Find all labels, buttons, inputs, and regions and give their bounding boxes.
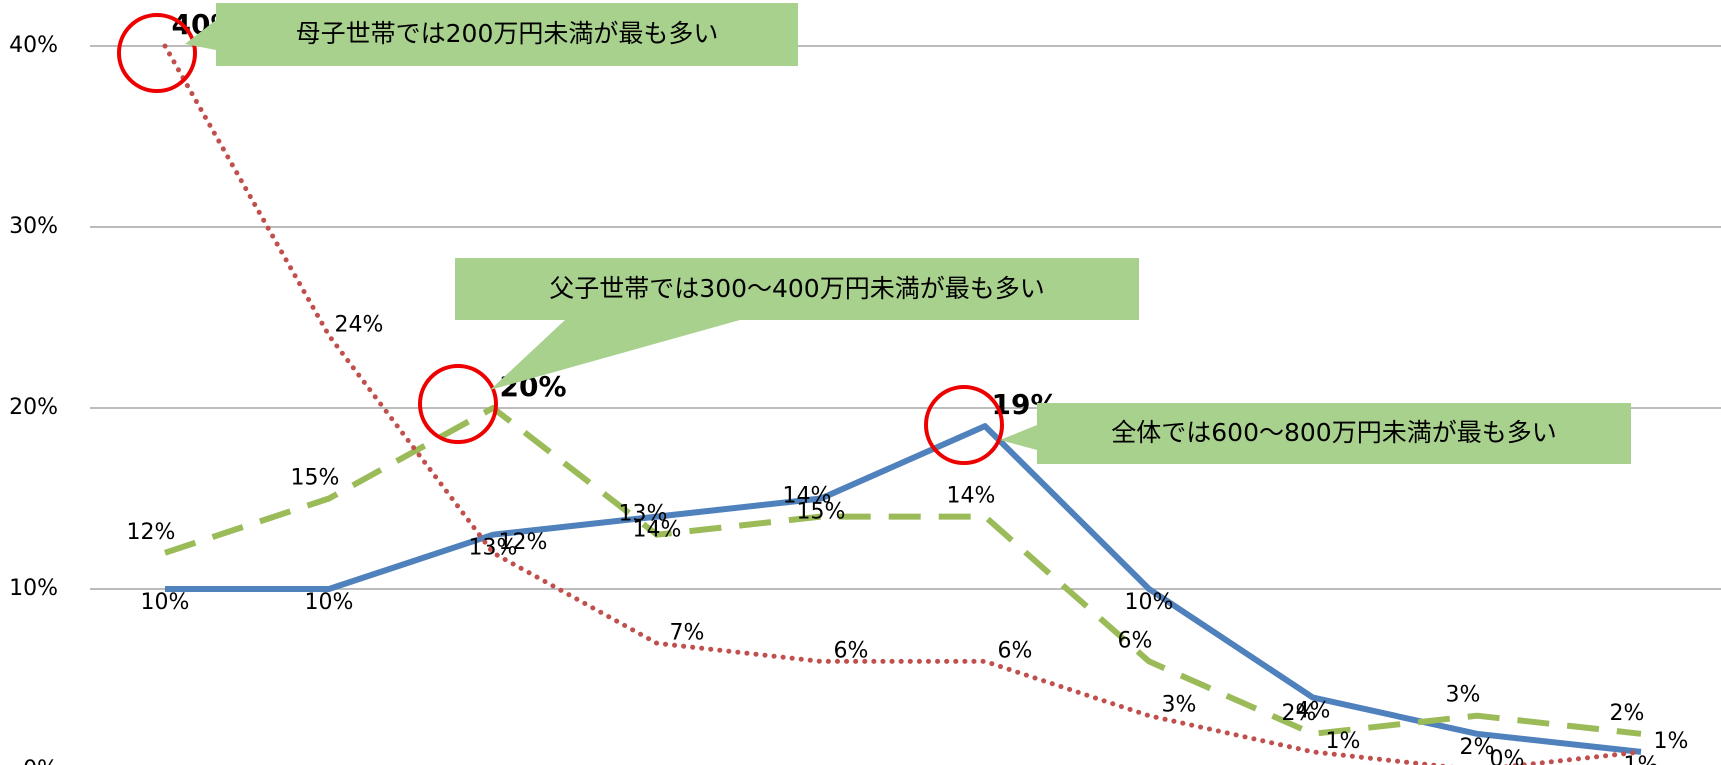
data-label: 24% — [335, 313, 384, 338]
data-label: 10% — [1125, 590, 1174, 615]
data-label: 10% — [305, 590, 354, 615]
data-label: 0% — [1490, 747, 1525, 765]
highlight-circles — [117, 13, 1004, 465]
callouts: 母子世帯では200万円未満が最も多い 父子世帯では300～400万円未満が最も多… — [185, 3, 1631, 464]
y-tick-label: 20% — [9, 395, 58, 420]
data-label: 14% — [633, 518, 682, 543]
data-label: 15% — [291, 466, 340, 491]
data-label: 13% — [469, 536, 518, 561]
data-label: 2% — [1282, 701, 1317, 726]
series-line — [165, 423, 1642, 755]
data-label: 3% — [1162, 693, 1197, 718]
data-label: 4% — [1296, 699, 1331, 724]
data-label: 14% — [947, 484, 996, 509]
callout-box — [1037, 403, 1631, 464]
data-label: 2% — [1610, 701, 1645, 726]
y-tick-label: 40% — [9, 33, 58, 58]
y-tick-label: 0% — [23, 757, 58, 765]
highlight-circle — [924, 385, 1004, 465]
highlight-circle — [418, 364, 498, 444]
labels: 0%10%20%30%40%10%10%13%14%15%19%10%4%2%1… — [9, 8, 1688, 765]
y-tick-label: 10% — [9, 576, 58, 601]
data-label: 14% — [783, 484, 832, 509]
data-label: 6% — [1118, 628, 1153, 653]
data-label: 7% — [670, 620, 705, 645]
highlight-circle — [117, 13, 197, 93]
data-label: 1% — [1326, 729, 1361, 754]
data-label: 2% — [1460, 735, 1495, 760]
callout-tail — [490, 320, 740, 390]
data-label: 12% — [499, 530, 548, 555]
data-label: 1% — [1624, 753, 1659, 765]
data-label: 3% — [1446, 683, 1481, 708]
callout-box — [216, 3, 798, 66]
data-label: 13% — [619, 502, 668, 527]
data-label: 12% — [127, 520, 176, 545]
data-label: 6% — [834, 638, 869, 663]
series-line — [162, 43, 1644, 765]
data-label: 6% — [998, 638, 1033, 663]
series-line — [164, 405, 1642, 737]
annotation: 全体では600～800万円未満が最も多い — [1111, 418, 1556, 447]
callout-tail — [185, 20, 216, 50]
data-label: 15% — [797, 500, 846, 525]
data-label: 10% — [141, 590, 190, 615]
data-label: 1% — [1654, 729, 1689, 754]
y-tick-label: 30% — [9, 214, 58, 239]
callout-box — [455, 258, 1139, 320]
callout-tail — [1000, 425, 1037, 450]
annotation: 母子世帯では200万円未満が最も多い — [296, 19, 719, 48]
lines — [162, 43, 1644, 765]
annotation: 父子世帯では300～400万円未満が最も多い — [549, 274, 1044, 303]
